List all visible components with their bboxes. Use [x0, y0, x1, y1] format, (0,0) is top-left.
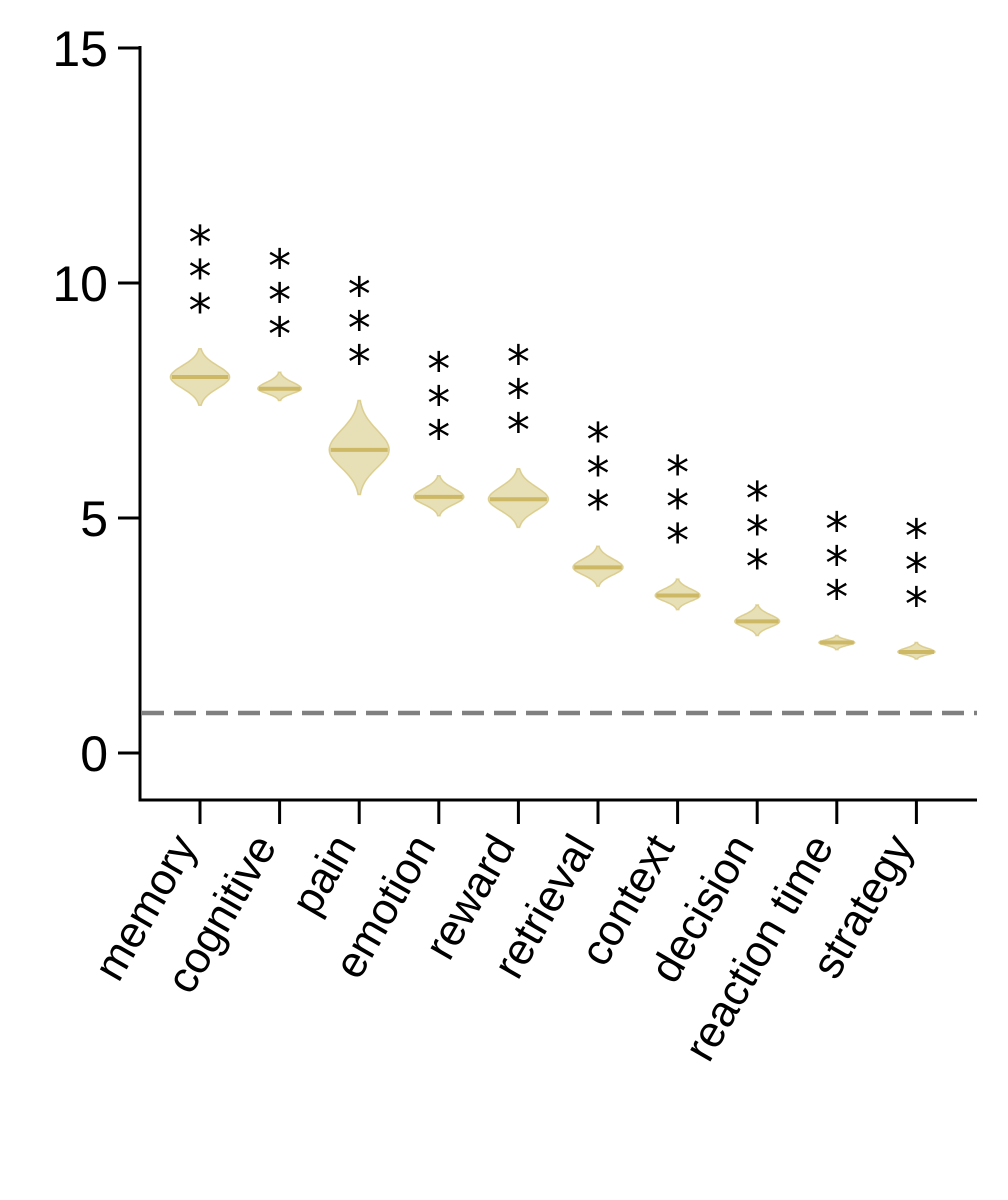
significance-star: *: [587, 447, 610, 501]
significance-star: *: [905, 544, 928, 598]
y-tick-label: 15: [52, 21, 108, 77]
significance-label: ***: [666, 446, 689, 568]
significance-markers: ********* ****** ***************: [189, 216, 928, 632]
significance-label: ***: [587, 413, 610, 535]
significance-star: *: [427, 343, 450, 397]
significance-star: *: [348, 302, 371, 356]
significance-star: *: [189, 284, 212, 338]
significance-star: *: [427, 411, 450, 465]
y-tick-label: 10: [52, 256, 108, 312]
x-axis-ticks: memorycognitivepainemotionrewardretrieva…: [85, 800, 923, 1069]
significance-star: *: [348, 336, 371, 390]
y-tick-label: 0: [80, 726, 108, 782]
significance-star: *: [825, 571, 848, 625]
significance-star: *: [268, 239, 291, 293]
significance-label: ***: [825, 503, 848, 625]
significance-star: *: [427, 377, 450, 431]
significance-star: *: [666, 446, 689, 500]
x-category-label: pain: [282, 827, 366, 924]
significance-label: ***: [268, 239, 291, 361]
significance-label: ***: [507, 336, 530, 458]
significance-star: *: [666, 480, 689, 534]
violin-cognitive: [257, 371, 303, 402]
significance-star: *: [507, 336, 530, 390]
significance-star: *: [189, 216, 212, 270]
violin-pain: [328, 399, 390, 496]
significance-star: *: [746, 540, 769, 594]
significance-star: *: [587, 481, 610, 535]
significance-star: *: [905, 510, 928, 564]
significance-star: *: [587, 413, 610, 467]
significance-star: *: [825, 503, 848, 557]
violin-group: [169, 348, 936, 660]
significance-star: *: [268, 273, 291, 327]
significance-label: ***: [427, 343, 450, 465]
significance-label: ***: [348, 268, 371, 390]
significance-label: ***: [905, 510, 928, 632]
significance-star: *: [507, 404, 530, 458]
significance-star: *: [348, 268, 371, 322]
significance-star: *: [666, 514, 689, 568]
significance-star: *: [507, 370, 530, 424]
significance-star: *: [746, 506, 769, 560]
significance-star: *: [905, 578, 928, 632]
significance-label: ***: [189, 216, 212, 338]
significance-star: *: [268, 307, 291, 361]
y-axis-ticks: 0 5 10 15: [52, 21, 140, 782]
significance-star: *: [189, 250, 212, 304]
significance-star: *: [746, 472, 769, 526]
significance-label: ***: [746, 472, 769, 594]
y-tick-label: 5: [80, 491, 108, 547]
significance-star: *: [825, 537, 848, 591]
